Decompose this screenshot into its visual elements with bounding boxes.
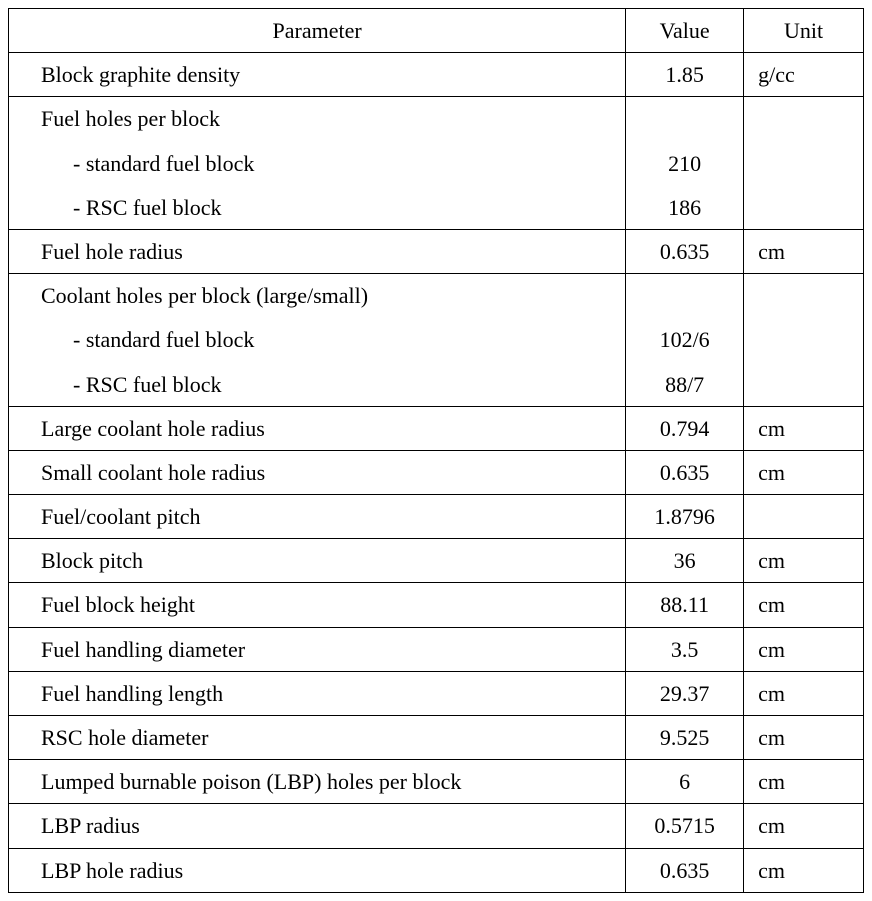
table-row: Fuel handling diameter3.5cm	[9, 627, 864, 671]
table-row: - standard fuel block102/6	[9, 318, 864, 362]
cell-value: 186	[626, 185, 744, 229]
header-value: Value	[626, 9, 744, 53]
table-row: Block graphite density1.85g/cc	[9, 53, 864, 97]
cell-parameter: Fuel handling diameter	[9, 627, 626, 671]
table-row: Coolant holes per block (large/small)	[9, 274, 864, 318]
cell-value: 88.11	[626, 583, 744, 627]
cell-unit	[744, 495, 864, 539]
cell-value: 6	[626, 760, 744, 804]
table-row: LBP hole radius0.635cm	[9, 848, 864, 892]
cell-unit	[744, 318, 864, 362]
table-row: Fuel handling length29.37cm	[9, 671, 864, 715]
header-parameter: Parameter	[9, 9, 626, 53]
cell-unit: cm	[744, 583, 864, 627]
cell-unit: cm	[744, 804, 864, 848]
cell-parameter: RSC hole diameter	[9, 716, 626, 760]
cell-unit: cm	[744, 450, 864, 494]
cell-value: 88/7	[626, 362, 744, 406]
cell-unit: cm	[744, 539, 864, 583]
table-row: Fuel block height88.11cm	[9, 583, 864, 627]
cell-parameter: - RSC fuel block	[9, 362, 626, 406]
table-row: RSC hole diameter9.525cm	[9, 716, 864, 760]
cell-parameter: LBP radius	[9, 804, 626, 848]
cell-value	[626, 274, 744, 318]
cell-unit	[744, 274, 864, 318]
cell-parameter: - standard fuel block	[9, 318, 626, 362]
cell-unit: cm	[744, 671, 864, 715]
cell-value	[626, 97, 744, 141]
cell-value: 0.635	[626, 450, 744, 494]
table-row: Fuel hole radius0.635cm	[9, 229, 864, 273]
header-unit: Unit	[744, 9, 864, 53]
table-row: - standard fuel block210	[9, 141, 864, 185]
table-row: Fuel holes per block	[9, 97, 864, 141]
cell-parameter: Block pitch	[9, 539, 626, 583]
cell-value: 0.635	[626, 848, 744, 892]
table-row: LBP radius0.5715cm	[9, 804, 864, 848]
table-row: Block pitch36cm	[9, 539, 864, 583]
cell-parameter: Fuel holes per block	[9, 97, 626, 141]
table-row: - RSC fuel block186	[9, 185, 864, 229]
cell-unit	[744, 141, 864, 185]
cell-unit: cm	[744, 627, 864, 671]
table-header-row: Parameter Value Unit	[9, 9, 864, 53]
cell-parameter: LBP hole radius	[9, 848, 626, 892]
cell-value: 210	[626, 141, 744, 185]
cell-parameter: Fuel/coolant pitch	[9, 495, 626, 539]
cell-value: 9.525	[626, 716, 744, 760]
cell-parameter: - RSC fuel block	[9, 185, 626, 229]
cell-unit: cm	[744, 716, 864, 760]
cell-value: 0.5715	[626, 804, 744, 848]
cell-parameter: Fuel handling length	[9, 671, 626, 715]
cell-parameter: Fuel block height	[9, 583, 626, 627]
table-row: Fuel/coolant pitch1.8796	[9, 495, 864, 539]
cell-value: 1.85	[626, 53, 744, 97]
cell-unit	[744, 97, 864, 141]
cell-parameter: Lumped burnable poison (LBP) holes per b…	[9, 760, 626, 804]
cell-value: 1.8796	[626, 495, 744, 539]
cell-unit	[744, 362, 864, 406]
cell-parameter: Large coolant hole radius	[9, 406, 626, 450]
cell-unit: cm	[744, 760, 864, 804]
table-row: - RSC fuel block88/7	[9, 362, 864, 406]
cell-value: 3.5	[626, 627, 744, 671]
cell-parameter: Small coolant hole radius	[9, 450, 626, 494]
cell-unit: cm	[744, 848, 864, 892]
cell-value: 102/6	[626, 318, 744, 362]
cell-unit: cm	[744, 229, 864, 273]
cell-value: 0.635	[626, 229, 744, 273]
table-row: Large coolant hole radius0.794cm	[9, 406, 864, 450]
table-row: Small coolant hole radius0.635cm	[9, 450, 864, 494]
cell-unit	[744, 185, 864, 229]
table-body: Block graphite density1.85g/ccFuel holes…	[9, 53, 864, 893]
cell-value: 29.37	[626, 671, 744, 715]
cell-parameter: - standard fuel block	[9, 141, 626, 185]
parameters-table: Parameter Value Unit Block graphite dens…	[8, 8, 864, 893]
cell-parameter: Coolant holes per block (large/small)	[9, 274, 626, 318]
cell-value: 0.794	[626, 406, 744, 450]
cell-unit: cm	[744, 406, 864, 450]
cell-parameter: Fuel hole radius	[9, 229, 626, 273]
table-row: Lumped burnable poison (LBP) holes per b…	[9, 760, 864, 804]
cell-value: 36	[626, 539, 744, 583]
cell-unit: g/cc	[744, 53, 864, 97]
cell-parameter: Block graphite density	[9, 53, 626, 97]
